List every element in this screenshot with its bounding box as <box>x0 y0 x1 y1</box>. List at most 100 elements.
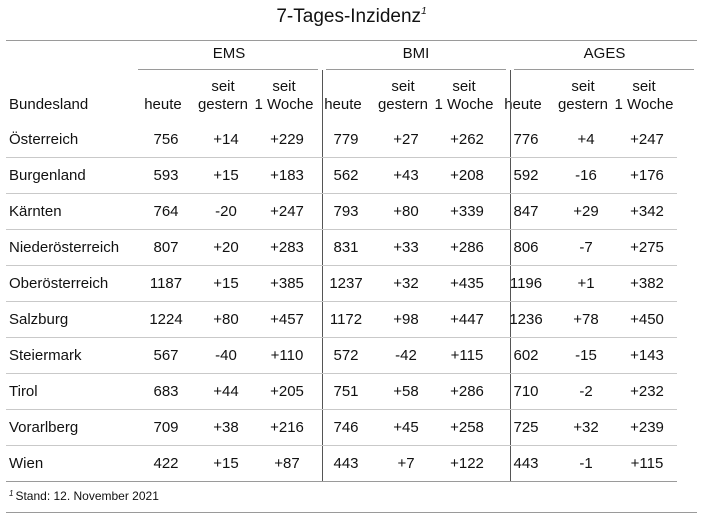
group-header-ages: AGES <box>583 45 626 62</box>
subheader-line2: gestern <box>377 96 429 113</box>
title-text: 7-Tages-Inzidenz <box>276 6 422 27</box>
row-header-bundesland: Bundesland <box>9 96 89 113</box>
cell-ages-seit-1-woche: +143 <box>617 337 677 374</box>
cell-ems-heute: 1224 <box>137 301 195 338</box>
cell-ages-seit-1-woche: +450 <box>617 301 677 338</box>
subheader-ems-seit-1-woche: seit 1 Woche <box>254 78 314 114</box>
group-header-ems: EMS <box>212 45 246 62</box>
table-row: Burgenland 593 +15 +183 562 +43 +208 592 -16 +176 <box>6 157 677 194</box>
subheader-line2: heute <box>324 96 362 113</box>
subheader-line1: seit <box>632 78 656 95</box>
subheader-ages-seit-1-woche: seit 1 Woche <box>614 78 674 114</box>
cell-ems-seit-1-woche: +87 <box>257 445 317 482</box>
cell-ems-heute: 756 <box>137 122 195 158</box>
cell-ems-seit-gestern: +14 <box>195 122 257 158</box>
table-row: Niederösterreich 807 +20 +283 831 +33 +286 806-… <box>6 229 677 266</box>
cell-bmi-heute: 1237 <box>317 265 375 302</box>
cell-ems-heute: 593 <box>137 157 195 194</box>
cell-ages-heute: 1196 <box>497 265 555 302</box>
table-row: Oberösterreich 1187 +15 +385 1237 +32 +435 1196… <box>6 265 677 302</box>
cell-ems-seit-1-woche: +205 <box>257 373 317 410</box>
cell-ems-heute: 764 <box>137 193 195 230</box>
group-underline-ems <box>138 69 318 70</box>
cell-ems-heute: 422 <box>137 445 195 482</box>
cell-bundesland: Salzburg <box>6 301 137 338</box>
bottom-rule <box>6 512 697 513</box>
cell-bmi-heute: 831 <box>317 229 375 266</box>
cell-bmi-heute: 793 <box>317 193 375 230</box>
cell-bundesland: Burgenland <box>6 157 137 194</box>
cell-bundesland: Österreich <box>6 122 137 158</box>
cell-ages-seit-gestern: +29 <box>555 193 617 230</box>
cell-bmi-seit-1-woche: +339 <box>437 193 497 230</box>
cell-ems-seit-gestern: +20 <box>195 229 257 266</box>
cell-bundesland: Wien <box>6 445 137 482</box>
cell-bundesland: Vorarlberg <box>6 409 137 446</box>
cell-ages-heute: 806 <box>497 229 555 266</box>
cell-bmi-seit-gestern: +32 <box>375 265 437 302</box>
cell-ems-seit-1-woche: +110 <box>257 337 317 374</box>
cell-ems-seit-1-woche: +385 <box>257 265 317 302</box>
group-header-bmi: BMI <box>402 45 430 62</box>
cell-ems-seit-1-woche: +247 <box>257 193 317 230</box>
cell-ems-seit-gestern: -20 <box>195 193 257 230</box>
data-table-body: Österreich 756 +14 +229 779 +27 +262 776 +4 +247 B… <box>6 122 677 482</box>
cell-bmi-seit-1-woche: +262 <box>437 122 497 158</box>
cell-ems-seit-1-woche: +229 <box>257 122 317 158</box>
cell-ages-seit-gestern: -15 <box>555 337 617 374</box>
cell-bmi-heute: 562 <box>317 157 375 194</box>
cell-bmi-seit-1-woche: +286 <box>437 373 497 410</box>
table-row: Österreich 756 +14 +229 779 +27 +262 776 +4 +247 <box>6 122 677 158</box>
cell-bmi-seit-1-woche: +258 <box>437 409 497 446</box>
cell-ages-heute: 1236 <box>497 301 555 338</box>
subheader-ems-heute: heute <box>134 78 192 114</box>
subheader-line2: heute <box>144 96 182 113</box>
cell-bmi-heute: 443 <box>317 445 375 482</box>
subheader-line1: seit <box>272 78 296 95</box>
cell-ems-seit-1-woche: +216 <box>257 409 317 446</box>
cell-ages-heute: 847 <box>497 193 555 230</box>
cell-ages-heute: 602 <box>497 337 555 374</box>
table-row: Tirol 683 +44 +205 751 +58 +286 710 -2 +232 <box>6 373 677 410</box>
cell-ems-seit-gestern: +80 <box>195 301 257 338</box>
cell-ems-seit-1-woche: +283 <box>257 229 317 266</box>
cell-ems-seit-gestern: +38 <box>195 409 257 446</box>
top-rule <box>6 40 697 41</box>
cell-bmi-seit-gestern: +27 <box>375 122 437 158</box>
group-underline-bmi <box>326 69 506 70</box>
cell-ages-heute: 592 <box>497 157 555 194</box>
cell-ages-heute: 710 <box>497 373 555 410</box>
cell-ages-seit-1-woche: +382 <box>617 265 677 302</box>
cell-ages-heute: 443 <box>497 445 555 482</box>
data-table: Österreich 756 +14 +229 779 +27 +262 776 +4 +247 B… <box>6 122 677 482</box>
cell-ems-seit-gestern: +15 <box>195 157 257 194</box>
cell-ages-seit-gestern: +78 <box>555 301 617 338</box>
cell-ages-seit-gestern: +32 <box>555 409 617 446</box>
cell-bmi-heute: 779 <box>317 122 375 158</box>
cell-ages-seit-gestern: +1 <box>555 265 617 302</box>
cell-bmi-heute: 1172 <box>317 301 375 338</box>
subheader-bmi-seit-gestern: seit gestern <box>372 78 434 114</box>
group-underline-ages <box>514 69 694 70</box>
cell-bmi-seit-1-woche: +447 <box>437 301 497 338</box>
cell-bmi-heute: 746 <box>317 409 375 446</box>
table-row: Salzburg 1224 +80 +457 1172 +98 +447 1236 +78 +45… <box>6 301 677 338</box>
cell-ems-seit-gestern: +44 <box>195 373 257 410</box>
table-row: Wien 422 +15 +87 443 +7 +122 443 -1 +115 <box>6 445 677 482</box>
cell-ages-seit-gestern: -7 <box>555 229 617 266</box>
cell-ems-heute: 567 <box>137 337 195 374</box>
subheader-ages-heute: heute <box>494 78 552 114</box>
cell-ages-seit-1-woche: +342 <box>617 193 677 230</box>
cell-bmi-seit-1-woche: +122 <box>437 445 497 482</box>
subheader-line2: gestern <box>197 96 249 113</box>
cell-ems-seit-1-woche: +183 <box>257 157 317 194</box>
title-footnote-mark: 1 <box>421 6 427 17</box>
cell-bundesland: Niederösterreich <box>6 229 137 266</box>
footnote: 1 Stand: 12. November 2021 <box>9 489 159 503</box>
cell-bmi-seit-1-woche: +435 <box>437 265 497 302</box>
cell-bmi-seit-gestern: +33 <box>375 229 437 266</box>
cell-ems-seit-gestern: +15 <box>195 445 257 482</box>
cell-ems-heute: 683 <box>137 373 195 410</box>
cell-bmi-seit-gestern: +7 <box>375 445 437 482</box>
